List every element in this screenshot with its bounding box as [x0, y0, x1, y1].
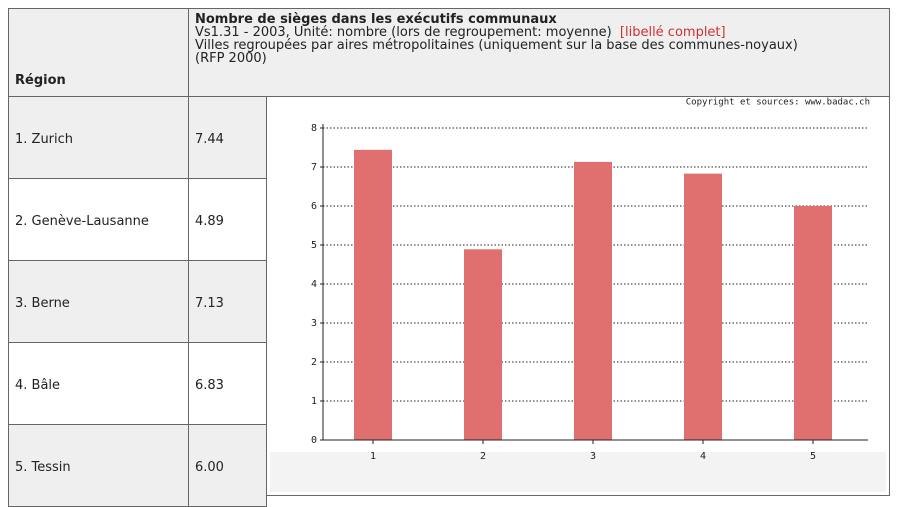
region-name: 1. Zurich [15, 132, 74, 147]
x-tick-label: 5 [810, 451, 816, 462]
row-cell: 3. Berne [8, 260, 189, 343]
region-value: 4.89 [195, 214, 224, 229]
y-tick-label: 0 [311, 435, 317, 446]
header-cell: Région [8, 8, 189, 97]
chart: Copyright et sources: www.badac.ch 0 1 2 3 4… [311, 98, 870, 463]
region-value: 6.83 [195, 378, 224, 393]
value-cell: 6.00 [188, 424, 267, 507]
bar [684, 173, 722, 440]
row-cell: 2. Genève-Lausanne [8, 178, 189, 261]
y-tick-label: 5 [311, 240, 317, 251]
region-value: 7.44 [195, 132, 224, 147]
y-tick-label: 4 [311, 279, 317, 290]
y-tick-label: 2 [311, 357, 317, 368]
bar [794, 206, 832, 440]
title: Nombre de sièges dans les exécutifs comm… [195, 12, 557, 27]
x-tick-label: 3 [590, 451, 596, 462]
y-tick-label: 6 [311, 201, 317, 212]
region-name: 2. Genève-Lausanne [15, 214, 149, 229]
value-cell: 4.89 [188, 178, 267, 261]
y-tick-label: 7 [311, 162, 317, 173]
page: Région Nombre de sièges dans les exécuti… [8, 8, 890, 507]
region-name: 3. Berne [15, 296, 70, 311]
value-cell: 7.13 [188, 260, 267, 343]
y-tick-label: 1 [311, 396, 317, 407]
value-cell: 6.83 [188, 342, 267, 425]
x-tick-label: 2 [480, 451, 486, 462]
value-cell: 7.44 [188, 96, 267, 179]
row-cell: 4. Bâle [8, 342, 189, 425]
note2: (RFP 2000) [195, 51, 267, 66]
bar [354, 149, 392, 440]
region-header: Région [15, 73, 66, 88]
x-tick-label: 1 [370, 451, 376, 462]
subtitle: Vs1.31 - 2003, Unité: nombre (lors de re… [195, 25, 612, 40]
y-tick-label: 3 [311, 318, 317, 329]
row-cell: 5. Tessin [8, 424, 189, 507]
subtitle-line: Vs1.31 - 2003, Unité: nombre (lors de re… [195, 26, 883, 39]
bar [574, 161, 612, 440]
region-name: 5. Tessin [15, 460, 71, 475]
copyright: Copyright et sources: www.badac.ch [686, 98, 870, 108]
row-cell: 1. Zurich [8, 96, 189, 179]
bar [464, 249, 502, 440]
header-cell: Nombre de sièges dans les exécutifs comm… [188, 8, 890, 97]
region-value: 7.13 [195, 296, 224, 311]
region-name: 4. Bâle [15, 378, 61, 393]
y-tick-label: 8 [311, 123, 317, 134]
note: Villes regroupées par aires métropolitai… [195, 38, 798, 53]
link[interactable]: [libellé complet] [619, 25, 726, 40]
region-value: 6.00 [195, 460, 224, 475]
x-tick-label: 4 [700, 451, 706, 462]
